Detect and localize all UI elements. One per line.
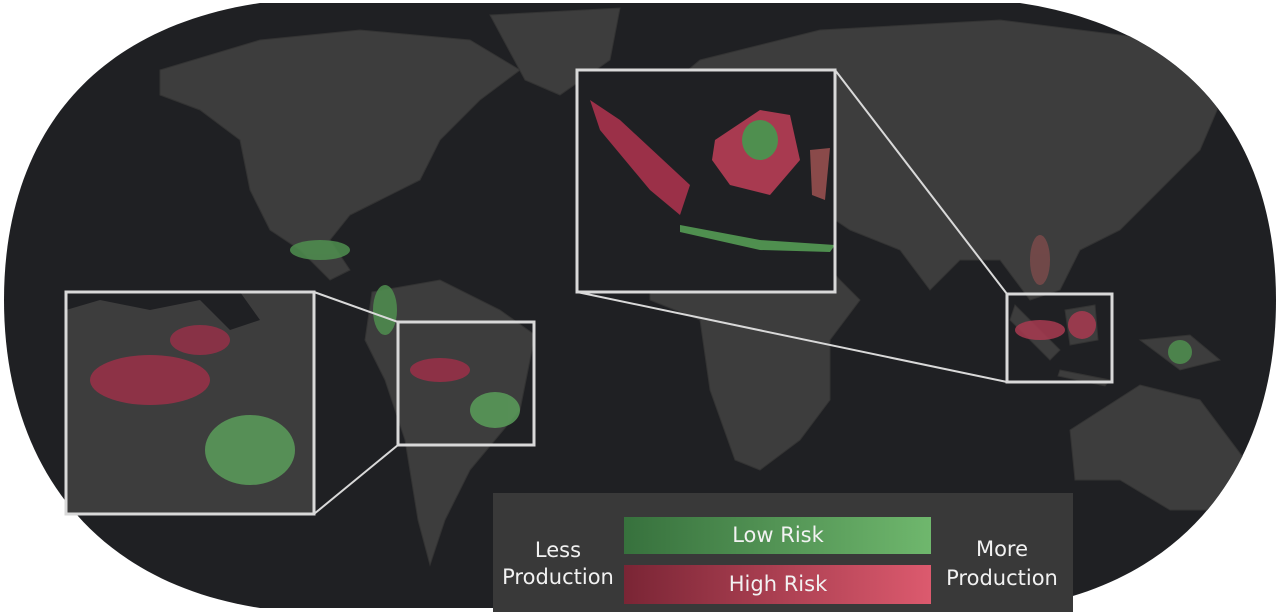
low-risk-bar <box>624 517 931 554</box>
patch <box>205 415 295 485</box>
inset-background <box>66 292 314 514</box>
inset-source-box <box>1005 292 1114 384</box>
patch <box>1168 340 1192 364</box>
high-risk-bar <box>624 565 931 604</box>
south-america <box>364 279 536 567</box>
patch <box>1015 320 1065 340</box>
inset-frame <box>64 290 316 516</box>
patch <box>742 120 778 160</box>
patch <box>470 392 520 428</box>
inset-connector <box>313 444 399 515</box>
java <box>680 225 835 252</box>
legend-axis-label: Less <box>535 538 581 562</box>
indonesia-inset <box>575 68 837 294</box>
inset-ocean <box>66 292 260 330</box>
sulawesi <box>810 148 830 200</box>
inset-connector <box>313 291 399 323</box>
legend-label: Low Risk <box>732 523 824 547</box>
patch <box>170 325 230 355</box>
legend-axis-label: Production <box>502 565 614 589</box>
patch <box>90 355 210 405</box>
inset-connector <box>834 69 1008 295</box>
north-america <box>159 29 521 281</box>
legend: Low Risk High Risk Less Production More … <box>493 493 1073 612</box>
legend-label: High Risk <box>729 572 828 596</box>
patch <box>373 285 397 335</box>
inset-frame <box>575 68 837 294</box>
legend-axis-label: More <box>976 537 1028 561</box>
inset-connector <box>576 291 1008 383</box>
patch <box>1068 311 1096 339</box>
patch <box>290 240 350 260</box>
production-patches <box>290 235 1192 428</box>
brazil-inset <box>64 290 316 516</box>
inset-source-box <box>396 320 536 447</box>
patch <box>1030 235 1050 285</box>
legend-axis-label: Production <box>946 566 1058 590</box>
sumatra <box>590 100 690 215</box>
patch <box>410 358 470 382</box>
inset-background <box>577 70 835 292</box>
